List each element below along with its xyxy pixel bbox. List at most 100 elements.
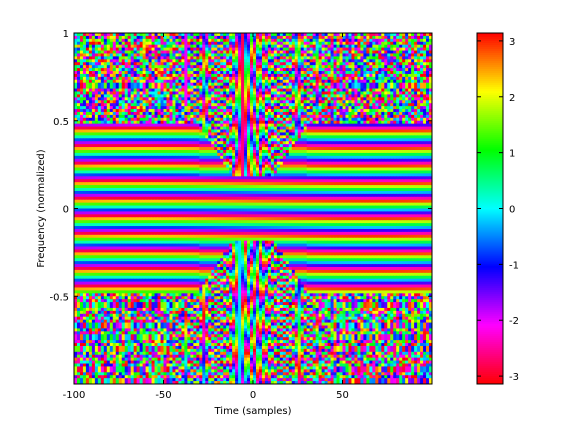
heatmap-cell — [226, 47, 230, 51]
heatmap-cell — [261, 141, 266, 145]
heatmap-cell — [142, 129, 146, 133]
heatmap-cell — [393, 120, 397, 125]
heatmap-cell — [255, 114, 260, 119]
heatmap-cell — [208, 88, 212, 92]
heatmap-cell — [285, 91, 290, 95]
heatmap-cell — [375, 73, 379, 78]
heatmap-cell — [157, 44, 161, 49]
heatmap-cell — [196, 97, 200, 101]
heatmap-cell — [303, 76, 308, 81]
heatmap-cell — [85, 68, 90, 72]
heatmap-cell — [303, 71, 308, 75]
heatmap-cell — [312, 135, 317, 139]
heatmap-cell — [205, 100, 209, 104]
heatmap-cell — [357, 79, 361, 84]
heatmap-cell — [157, 114, 161, 119]
heatmap-cell — [94, 144, 99, 148]
heatmap-cell — [297, 126, 302, 130]
heatmap-cell — [267, 33, 272, 37]
heatmap-cell — [196, 141, 200, 145]
heatmap-cell — [366, 129, 370, 133]
heatmap-cell — [285, 73, 290, 78]
heatmap-cell — [264, 88, 269, 92]
heatmap-cell — [106, 88, 111, 92]
heatmap-cell — [270, 123, 275, 127]
heatmap-cell — [79, 38, 84, 43]
heatmap-cell — [345, 103, 349, 107]
heatmap-cell — [163, 126, 167, 130]
heatmap-cell — [288, 56, 293, 60]
heatmap-cell — [193, 71, 197, 75]
heatmap-cell — [190, 76, 194, 81]
heatmap-cell — [351, 65, 355, 69]
heatmap-cell — [205, 117, 209, 122]
heatmap-cell — [79, 44, 84, 49]
heatmap-cell — [94, 44, 99, 49]
heatmap-cell — [169, 106, 173, 110]
heatmap-cell — [74, 114, 78, 119]
heatmap-cell — [399, 117, 403, 122]
heatmap-cell — [306, 65, 311, 69]
heatmap-cell — [253, 123, 257, 127]
heatmap-cell — [253, 41, 257, 46]
heatmap-cell — [375, 111, 379, 116]
heatmap-cell — [142, 35, 146, 40]
heatmap-cell — [175, 76, 179, 81]
heatmap-cell — [300, 141, 305, 145]
heatmap-cell — [169, 109, 173, 113]
heatmap-cell — [306, 44, 311, 49]
heatmap-cell — [214, 59, 218, 63]
heatmap-cell — [372, 73, 376, 78]
heatmap-cell — [255, 73, 260, 78]
heatmap-cell — [109, 71, 114, 75]
heatmap-cell — [303, 150, 308, 154]
heatmap-cell — [264, 76, 269, 81]
heatmap-cell — [148, 44, 152, 49]
heatmap-cell — [264, 138, 269, 142]
heatmap-cell — [282, 126, 287, 130]
heatmap-cell — [169, 44, 173, 49]
heatmap-cell — [115, 65, 120, 69]
heatmap-cell — [178, 62, 182, 66]
heatmap-cell — [417, 38, 421, 43]
heatmap-cell — [106, 85, 111, 89]
heatmap-cell — [348, 50, 352, 54]
heatmap-cell — [282, 106, 287, 110]
heatmap-cell — [148, 68, 152, 72]
heatmap-cell — [74, 147, 78, 151]
heatmap-cell — [378, 106, 382, 110]
heatmap-cell — [199, 150, 203, 154]
heatmap-cell — [223, 91, 227, 95]
heatmap-cell — [178, 152, 182, 157]
heatmap-cell — [333, 44, 337, 49]
heatmap-cell — [324, 129, 328, 133]
heatmap-cell — [112, 144, 117, 148]
heatmap-cell — [372, 132, 376, 136]
heatmap-cell — [118, 33, 123, 37]
heatmap-cell — [187, 135, 191, 139]
heatmap-cell — [273, 71, 278, 75]
heatmap-cell — [226, 117, 230, 122]
heatmap-cell — [363, 141, 367, 145]
heatmap-cell — [315, 97, 320, 101]
heatmap-cell — [211, 94, 215, 98]
heatmap-cell — [261, 41, 266, 46]
heatmap-cell — [238, 97, 242, 101]
heatmap-cell — [339, 109, 343, 113]
heatmap-cell — [384, 111, 388, 116]
heatmap-cell — [121, 59, 126, 63]
heatmap-cell — [74, 120, 78, 125]
heatmap-cell — [88, 38, 93, 43]
heatmap-cell — [387, 41, 391, 46]
heatmap-cell — [205, 38, 209, 43]
heatmap-cell — [106, 65, 111, 69]
heatmap-cell — [175, 50, 179, 54]
heatmap-cell — [330, 114, 334, 119]
heatmap-cell — [408, 47, 412, 51]
heatmap-cell — [172, 50, 176, 54]
heatmap-cell — [109, 97, 114, 101]
heatmap-cell — [342, 120, 346, 125]
heatmap-cell — [178, 138, 182, 142]
heatmap-cell — [109, 41, 114, 46]
heatmap-cell — [142, 59, 146, 63]
